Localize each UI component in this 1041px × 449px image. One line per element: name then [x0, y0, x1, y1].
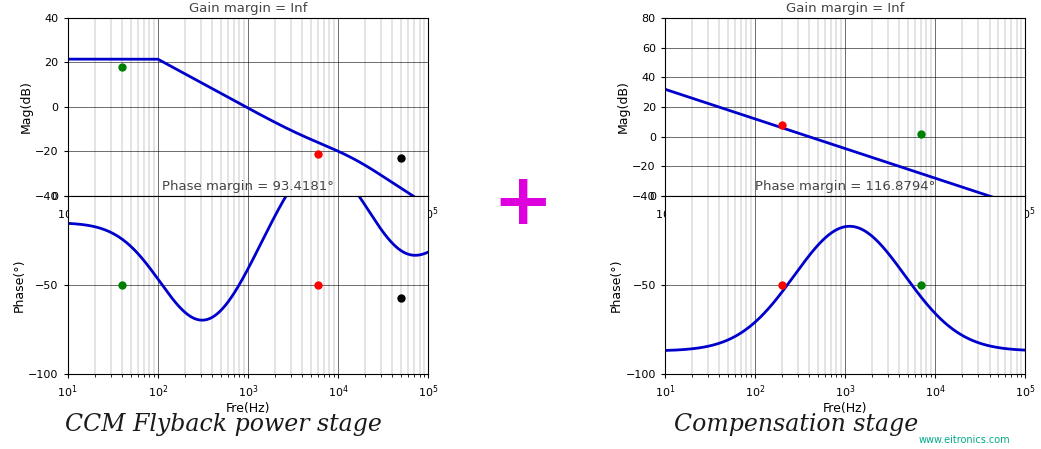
- Title: Phase margin = 93.4181°: Phase margin = 93.4181°: [162, 180, 334, 194]
- Text: www.eitronics.com: www.eitronics.com: [918, 436, 1010, 445]
- Y-axis label: Mag(dB): Mag(dB): [616, 80, 630, 133]
- Title: Gain margin = Inf: Gain margin = Inf: [786, 2, 905, 15]
- Y-axis label: Mag(dB): Mag(dB): [20, 80, 32, 133]
- Title: Phase margin = 116.8794°: Phase margin = 116.8794°: [755, 180, 935, 194]
- X-axis label: Fre(Hz): Fre(Hz): [226, 224, 271, 238]
- Text: +: +: [492, 170, 553, 239]
- X-axis label: Fre(Hz): Fre(Hz): [822, 402, 867, 415]
- X-axis label: Fre(Hz): Fre(Hz): [822, 224, 867, 238]
- Text: CCM Flyback power stage: CCM Flyback power stage: [66, 413, 382, 436]
- X-axis label: Fre(Hz): Fre(Hz): [226, 402, 271, 415]
- Y-axis label: Phase(°): Phase(°): [610, 258, 623, 312]
- Y-axis label: Phase(°): Phase(°): [12, 258, 25, 312]
- Text: Compensation stage: Compensation stage: [675, 413, 918, 436]
- Title: Gain margin = Inf: Gain margin = Inf: [188, 2, 307, 15]
